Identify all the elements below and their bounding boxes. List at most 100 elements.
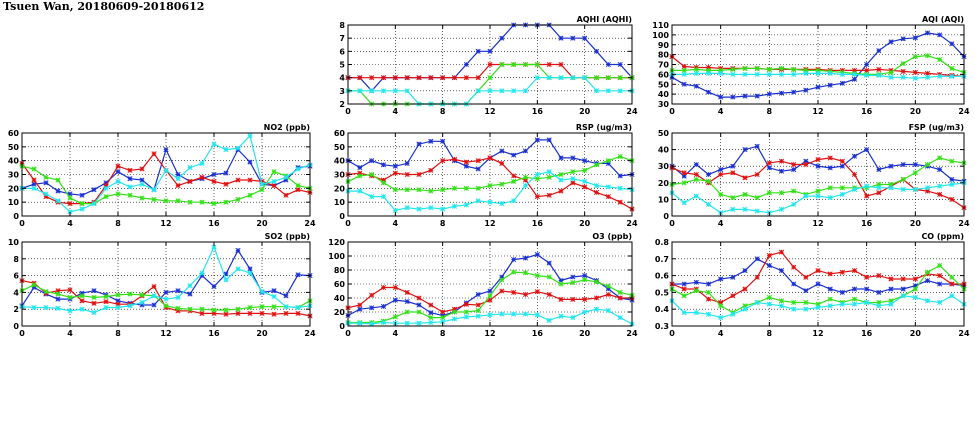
data-point-cyan <box>778 206 785 212</box>
data-point-blue <box>235 247 241 253</box>
data-point-red <box>199 174 205 180</box>
data-point-cyan <box>416 320 422 326</box>
data-point-red <box>79 298 85 304</box>
data-point-blue <box>912 161 918 168</box>
x-tick-label: 16 <box>208 219 220 228</box>
y-tick-label: 80 <box>658 51 670 60</box>
data-point-red <box>199 310 205 316</box>
data-point-blue <box>582 158 588 164</box>
data-point-red <box>428 302 434 308</box>
data-point-red <box>681 63 687 70</box>
y-tick-label: 20 <box>334 308 346 317</box>
data-point-red <box>475 158 481 164</box>
data-point-blue <box>791 89 797 95</box>
y-tick-label: 6 <box>339 47 345 56</box>
data-point-green <box>43 289 49 295</box>
data-point-cyan <box>440 206 446 212</box>
x-tick-label: 12 <box>484 219 495 228</box>
data-point-green <box>511 178 517 184</box>
x-tick-label: 4 <box>718 107 724 116</box>
data-point-cyan <box>617 315 623 321</box>
data-point-green <box>271 169 277 175</box>
data-point-red <box>487 297 493 303</box>
data-point-cyan <box>487 199 493 205</box>
data-point-cyan <box>718 315 724 321</box>
data-point-red <box>475 302 481 308</box>
data-point-red <box>851 268 858 274</box>
x-tick-label: 20 <box>910 219 922 228</box>
data-point-red <box>791 264 797 270</box>
data-point-red <box>888 276 894 282</box>
y-tick-label: 20 <box>658 179 670 188</box>
data-point-blue <box>380 303 387 309</box>
data-point-red <box>295 310 301 316</box>
data-point-green <box>851 296 858 302</box>
x-tick-label: 12 <box>484 107 495 116</box>
data-point-cyan <box>754 208 760 214</box>
x-tick-label: 12 <box>812 329 823 338</box>
data-point-green <box>31 282 37 288</box>
data-point-cyan <box>705 70 712 76</box>
data-point-cyan <box>115 178 121 184</box>
data-point-red <box>357 75 363 81</box>
data-point-blue <box>151 302 157 308</box>
data-point-green <box>380 180 387 186</box>
data-point-green <box>115 191 121 197</box>
data-point-cyan <box>827 70 833 76</box>
data-point-red <box>742 175 748 181</box>
data-point-cyan <box>151 293 157 299</box>
data-point-red <box>451 75 458 81</box>
data-point-blue <box>754 93 760 99</box>
x-tick-label: 0 <box>669 107 675 116</box>
data-point-cyan <box>175 294 181 300</box>
data-point-green <box>247 304 253 311</box>
data-point-cyan <box>67 308 73 314</box>
data-point-blue <box>851 286 858 292</box>
data-point-blue <box>55 296 61 302</box>
data-point-red <box>582 184 588 190</box>
data-point-cyan <box>900 293 906 299</box>
data-point-cyan <box>235 145 241 151</box>
data-point-cyan <box>31 185 37 191</box>
data-point-cyan <box>546 169 552 175</box>
data-point-red <box>605 194 611 200</box>
data-point-cyan <box>369 321 375 327</box>
data-point-red <box>815 157 821 163</box>
x-tick-label: 16 <box>532 219 544 228</box>
x-tick-label: 16 <box>532 329 544 338</box>
data-point-green <box>404 187 410 193</box>
data-point-green <box>803 299 809 306</box>
chart-title: CO (ppm) <box>921 232 964 241</box>
data-point-red <box>900 68 906 74</box>
data-point-red <box>357 302 363 308</box>
y-tick-label: 100 <box>652 31 669 40</box>
data-point-blue <box>511 152 517 158</box>
data-point-cyan <box>404 88 410 94</box>
data-point-red <box>570 180 576 186</box>
y-tick-label: 7 <box>339 34 345 43</box>
data-point-cyan <box>791 201 797 207</box>
data-point-cyan <box>522 88 529 94</box>
data-point-cyan <box>223 277 229 283</box>
data-point-green <box>924 161 931 168</box>
data-point-cyan <box>463 314 469 320</box>
data-point-cyan <box>511 198 517 204</box>
x-tick-label: 0 <box>669 219 675 228</box>
x-tick-label: 12 <box>484 329 495 338</box>
data-point-red <box>605 291 611 298</box>
data-point-cyan <box>428 205 434 211</box>
y-tick-label: 20 <box>334 184 346 193</box>
data-point-blue <box>718 94 724 100</box>
data-point-blue <box>681 81 687 87</box>
data-point-green <box>754 195 760 201</box>
data-point-cyan <box>546 75 552 81</box>
data-point-blue <box>815 281 821 287</box>
data-point-green <box>463 309 469 315</box>
data-point-red <box>380 284 387 291</box>
data-point-green <box>791 299 797 306</box>
y-tick-label: 80 <box>334 266 346 275</box>
data-point-cyan <box>163 296 169 302</box>
y-tick-label: 0.7 <box>655 255 669 264</box>
data-point-green <box>705 289 712 295</box>
